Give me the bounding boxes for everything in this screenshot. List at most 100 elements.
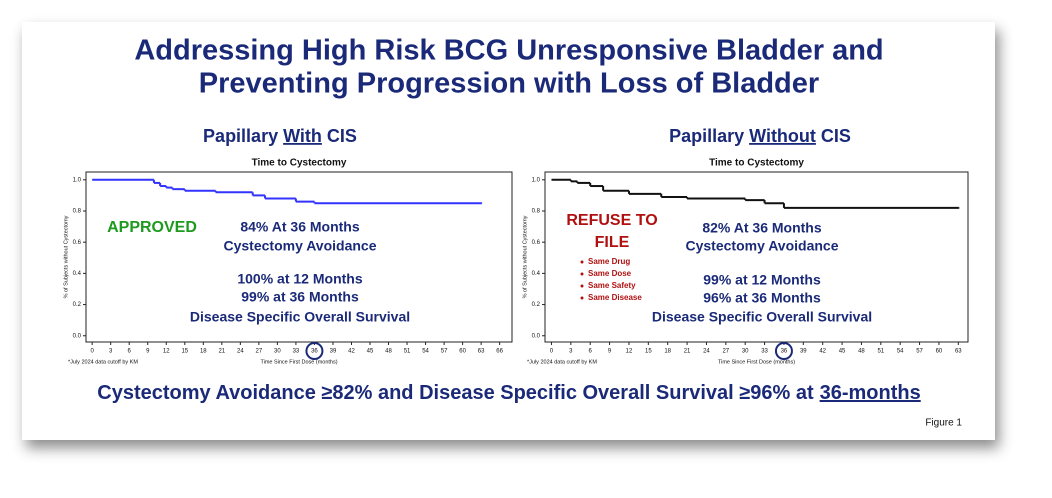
x-tick-label: 9 (608, 349, 612, 355)
chart-title: Time to Cystectomy (709, 158, 804, 169)
x-tick-label: 36 (781, 349, 788, 355)
footnote: *July 2024 data cutoff by KM (68, 359, 138, 365)
x-tick-label: 27 (256, 349, 263, 355)
x-tick-label: 33 (761, 349, 768, 355)
x-tick-label: 18 (664, 349, 671, 355)
result-note: 96% at 36 Months (703, 290, 821, 306)
heading-part: Papillary (669, 126, 744, 146)
tick-highlight (774, 342, 793, 360)
slide-title: Preventing Progression with Loss of Blad… (199, 68, 819, 100)
x-tick-label: 39 (800, 349, 807, 355)
x-tick-label: 42 (819, 349, 826, 355)
y-tick-label: 0.6 (73, 240, 82, 246)
x-tick-label: 18 (200, 349, 207, 355)
summary-text: Cystectomy Avoidance ≥82% and Disease Sp… (97, 382, 814, 404)
y-tick-label: 0.2 (532, 302, 541, 308)
x-tick-label: 30 (274, 349, 281, 355)
result-note: 82% At 36 Months (702, 220, 821, 236)
status-stamp: REFUSE TO (566, 212, 657, 229)
x-tick-label: 3 (109, 349, 113, 355)
x-tick-label: 3 (569, 349, 573, 355)
status-stamp: APPROVED (107, 219, 197, 236)
status-stamp: FILE (595, 234, 630, 251)
x-tick-label: 45 (839, 349, 846, 355)
x-tick-label: 42 (348, 349, 355, 355)
x-tick-label: 24 (237, 349, 244, 355)
x-tick-label: 48 (385, 349, 392, 355)
chart-title: Time to Cystectomy (252, 158, 347, 169)
x-tick-label: 39 (330, 349, 337, 355)
tick-highlight (305, 342, 324, 360)
x-tick-label: 36 (311, 349, 318, 355)
bullet-dot (580, 284, 584, 288)
y-tick-label: 0.6 (532, 240, 541, 246)
y-axis-label: % of Subjects without Cystectomy (522, 215, 528, 298)
x-tick-label: 54 (422, 349, 429, 355)
y-tick-label: 0.8 (73, 209, 82, 215)
bullet-text: Same Safety (588, 281, 636, 290)
x-tick-label: 9 (146, 349, 150, 355)
x-tick-label: 24 (703, 349, 710, 355)
x-tick-label: 15 (181, 349, 188, 355)
x-tick-label: 21 (218, 349, 225, 355)
result-note: 84% At 36 Months (240, 219, 359, 235)
bullet-text: Same Disease (588, 293, 642, 302)
result-note: Cystectomy Avoidance (685, 238, 838, 254)
y-axis-label: % of Subjects without Cystectomy (63, 215, 69, 298)
footnote: *July 2024 data cutoff by KM (527, 359, 597, 365)
heading-part: CIS (821, 126, 851, 146)
x-tick-label: 63 (478, 349, 485, 355)
bullet-dot (580, 272, 584, 276)
x-axis-label: Time Since First Dose (months) (260, 359, 337, 365)
heading-part: Papillary (203, 126, 278, 146)
x-tick-label: 66 (496, 349, 503, 355)
x-tick-label: 57 (916, 349, 923, 355)
figure-label: Figure 1 (925, 418, 962, 429)
result-note: Disease Specific Overall Survival (190, 309, 410, 325)
result-note: 99% at 36 Months (241, 289, 359, 305)
x-tick-label: 30 (742, 349, 749, 355)
y-tick-label: 1.0 (532, 177, 541, 183)
x-tick-label: 0 (91, 349, 95, 355)
x-tick-label: 0 (550, 349, 554, 355)
x-tick-label: 15 (645, 349, 652, 355)
result-note: Cystectomy Avoidance (223, 238, 376, 254)
x-tick-label: 12 (626, 349, 633, 355)
x-tick-label: 51 (404, 349, 411, 355)
y-tick-label: 0.0 (532, 333, 541, 339)
x-tick-label: 21 (684, 349, 691, 355)
x-axis-label: Time Since First Dose (months) (718, 359, 795, 365)
x-tick-label: 33 (293, 349, 300, 355)
result-note: Disease Specific Overall Survival (652, 309, 872, 325)
bullet-dot (580, 296, 584, 300)
chart-heading: Papillary With CIS (203, 126, 357, 146)
x-tick-label: 51 (877, 349, 884, 355)
x-tick-label: 57 (441, 349, 448, 355)
y-tick-label: 0.4 (532, 271, 541, 277)
y-tick-label: 0.0 (73, 333, 82, 339)
bullet-text: Same Drug (588, 257, 630, 266)
x-tick-label: 60 (936, 349, 943, 355)
x-tick-label: 6 (128, 349, 132, 355)
summary: Cystectomy Avoidance ≥82% and Disease Sp… (97, 382, 920, 404)
x-tick-label: 12 (163, 349, 170, 355)
x-tick-label: 45 (367, 349, 374, 355)
x-tick-label: 48 (858, 349, 865, 355)
x-tick-label: 54 (897, 349, 904, 355)
y-tick-label: 0.4 (73, 271, 82, 277)
result-note: 99% at 12 Months (703, 272, 821, 288)
heading-part: Without (749, 126, 816, 146)
bullet-dot (580, 260, 584, 264)
slide-title: Addressing High Risk BCG Unresponsive Bl… (134, 35, 883, 67)
plot-frame (85, 171, 513, 343)
chart-heading: Papillary Without CIS (669, 126, 851, 146)
summary-underlined: 36-months (820, 382, 921, 404)
heading-part: CIS (327, 126, 357, 146)
x-tick-label: 27 (722, 349, 729, 355)
x-tick-label: 6 (589, 349, 593, 355)
heading-part: With (283, 126, 322, 146)
y-tick-label: 0.8 (532, 209, 541, 215)
y-tick-label: 0.2 (73, 302, 82, 308)
x-tick-label: 63 (955, 349, 962, 355)
